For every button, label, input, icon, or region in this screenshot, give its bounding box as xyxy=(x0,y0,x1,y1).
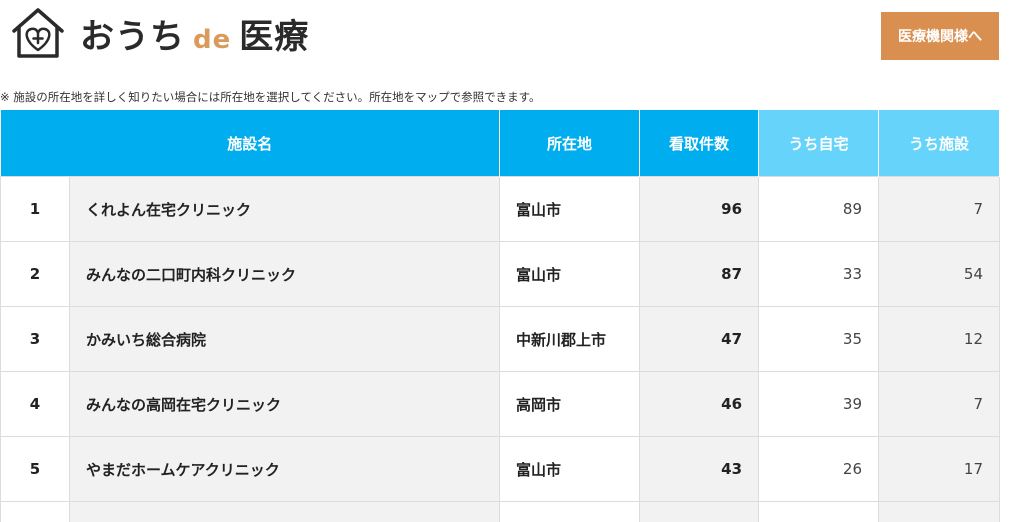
total-count-cell: 87 xyxy=(640,242,759,307)
home-count-cell: 33 xyxy=(759,242,879,307)
column-header-location[interactable]: 所在地 xyxy=(500,110,640,177)
location-link[interactable]: 高岡市 xyxy=(500,372,640,437)
table-row-partial xyxy=(1,502,1000,522)
facility-name-cell: やまだホームケアクリニック xyxy=(70,437,500,502)
table-row: 5 やまだホームケアクリニック 富山市 43 26 17 xyxy=(1,437,1000,502)
table-row: 3 かみいち総合病院 中新川郡上市 47 35 12 xyxy=(1,307,1000,372)
home-count-cell: 39 xyxy=(759,372,879,437)
for-medical-institutions-button[interactable]: 医療機関様へ xyxy=(881,12,999,60)
location-link[interactable]: 富山市 xyxy=(500,177,640,242)
location-link[interactable]: 富山市 xyxy=(500,242,640,307)
home-count-cell: 89 xyxy=(759,177,879,242)
site-header: おうち de 医療 医療機関様へ xyxy=(0,0,1016,86)
house-heart-cross-icon xyxy=(8,5,68,61)
table-row: 4 みんなの高岡在宅クリニック 高岡市 46 39 7 xyxy=(1,372,1000,437)
site-logo[interactable]: おうち de 医療 xyxy=(8,4,309,62)
column-header-total[interactable]: 看取件数 xyxy=(640,110,759,177)
ranking-table: 施設名 所在地 看取件数 うち自宅 うち施設 1 くれよん在宅クリニック 富山市… xyxy=(0,110,1000,522)
total-count-cell: 96 xyxy=(640,177,759,242)
total-count-cell xyxy=(640,502,759,522)
facility-name-cell: みんなの高岡在宅クリニック xyxy=(70,372,500,437)
column-header-name[interactable]: 施設名 xyxy=(1,110,500,177)
location-note: ※ 施設の所在地を詳しく知りたい場合には所在地を選択してください。所在地をマップ… xyxy=(0,89,540,105)
rank-cell: 2 xyxy=(1,242,70,307)
logo-text-iryo: 医療 xyxy=(239,9,309,58)
logo-text-de: de xyxy=(193,25,231,55)
total-count-cell: 46 xyxy=(640,372,759,437)
location-cell xyxy=(500,502,640,522)
rank-cell xyxy=(1,502,70,522)
home-count-cell: 26 xyxy=(759,437,879,502)
facility-name-cell: くれよん在宅クリニック xyxy=(70,177,500,242)
facility-name-cell xyxy=(70,502,500,522)
facility-count-cell: 54 xyxy=(879,242,1000,307)
location-link[interactable]: 富山市 xyxy=(500,437,640,502)
rank-cell: 5 xyxy=(1,437,70,502)
facility-count-cell: 12 xyxy=(879,307,1000,372)
column-header-home[interactable]: うち自宅 xyxy=(759,110,879,177)
column-header-facility[interactable]: うち施設 xyxy=(879,110,1000,177)
facility-count-cell: 7 xyxy=(879,372,1000,437)
logo-text-ouchi: おうち xyxy=(80,9,185,58)
facility-count-cell: 17 xyxy=(879,437,1000,502)
logo-wordmark: おうち de 医療 xyxy=(80,9,309,58)
location-link[interactable]: 中新川郡上市 xyxy=(500,307,640,372)
facility-count-cell xyxy=(879,502,1000,522)
table-row: 1 くれよん在宅クリニック 富山市 96 89 7 xyxy=(1,177,1000,242)
total-count-cell: 47 xyxy=(640,307,759,372)
facility-name-cell: かみいち総合病院 xyxy=(70,307,500,372)
rank-cell: 1 xyxy=(1,177,70,242)
rank-cell: 4 xyxy=(1,372,70,437)
home-count-cell: 35 xyxy=(759,307,879,372)
rank-cell: 3 xyxy=(1,307,70,372)
table-header-row: 施設名 所在地 看取件数 うち自宅 うち施設 xyxy=(1,110,1000,177)
total-count-cell: 43 xyxy=(640,437,759,502)
home-count-cell xyxy=(759,502,879,522)
facility-count-cell: 7 xyxy=(879,177,1000,242)
table-row: 2 みんなの二口町内科クリニック 富山市 87 33 54 xyxy=(1,242,1000,307)
facility-name-cell: みんなの二口町内科クリニック xyxy=(70,242,500,307)
